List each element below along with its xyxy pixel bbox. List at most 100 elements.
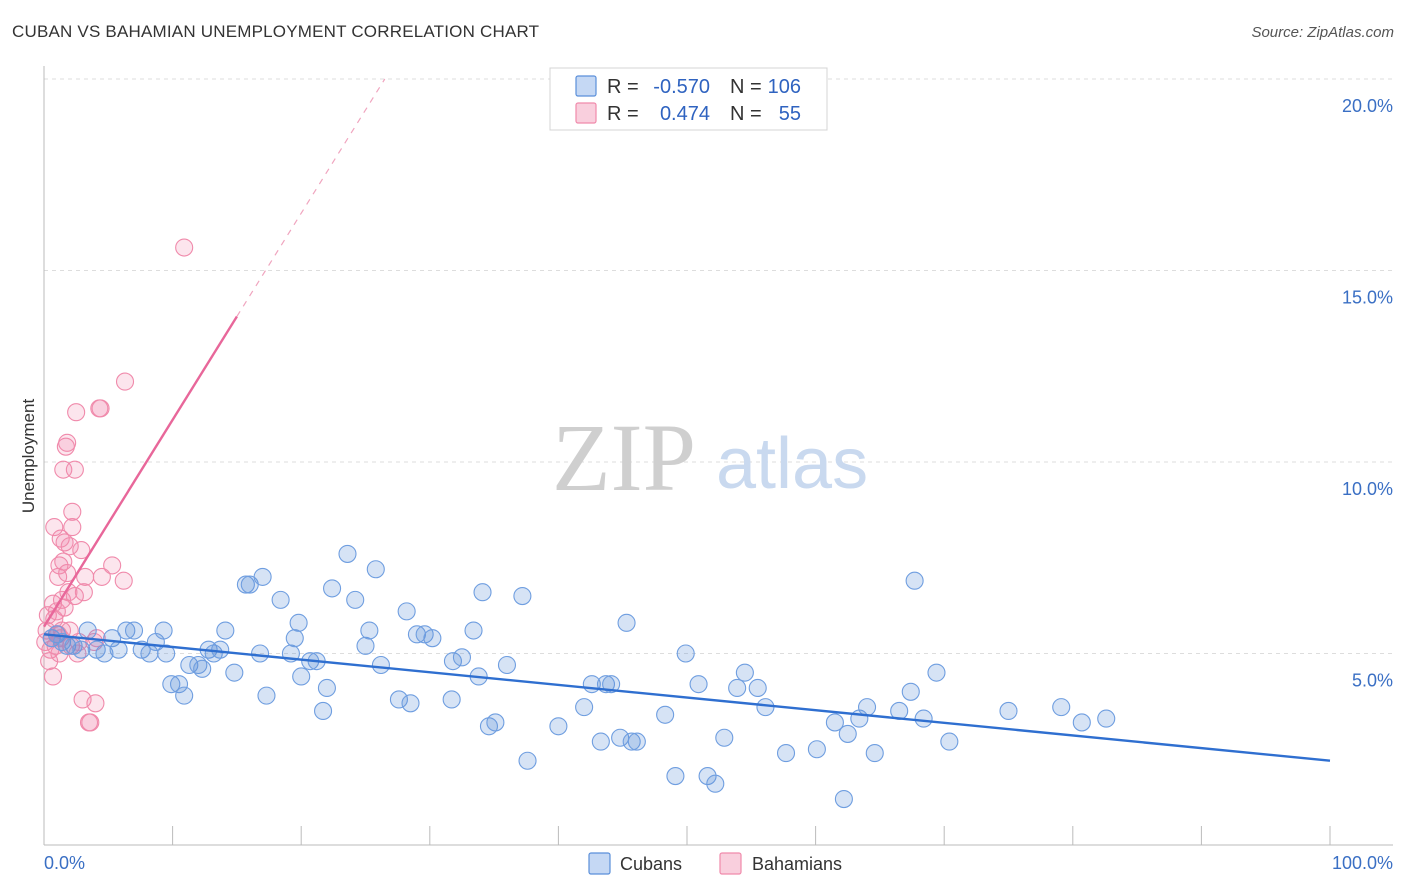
cubans-point <box>865 744 884 763</box>
legend-n-value-cubans: 106 <box>768 76 801 98</box>
bahamians-point <box>103 556 122 575</box>
bahamians-point <box>65 586 84 606</box>
y-tick-label: 15.0% <box>1342 288 1393 308</box>
y-tick-label: 10.0% <box>1342 479 1393 499</box>
cubans-point <box>575 698 594 717</box>
cubans-point <box>940 732 959 751</box>
cubans-point <box>397 602 416 621</box>
cubans-point <box>706 774 725 793</box>
chart-title: CUBAN VS BAHAMIAN UNEMPLOYMENT CORRELATI… <box>12 22 540 41</box>
bahamians-point <box>60 537 79 556</box>
bahamians-point <box>114 571 133 590</box>
axes <box>43 66 1393 846</box>
cubans-point <box>698 767 717 786</box>
legend-n-label-bahamians: N = <box>730 103 762 125</box>
cubans-point <box>1052 698 1071 717</box>
y-axis-title: Unemployment <box>19 399 38 514</box>
cubans-point <box>360 621 379 640</box>
cubans-point <box>285 629 304 648</box>
y-tick-label: 5.0% <box>1352 671 1393 691</box>
legend-r-value-bahamians: 0.474 <box>660 103 710 125</box>
cubans-point <box>154 621 173 640</box>
cubans-point <box>622 732 641 751</box>
bahamians-point <box>40 652 59 671</box>
cubans-point <box>346 590 365 609</box>
cubans-point <box>834 789 853 809</box>
legend-r-label-cubans: R = <box>607 76 639 98</box>
cubans-point <box>735 663 754 682</box>
cubans-point <box>756 698 775 717</box>
y-tick-label: 20.0% <box>1342 96 1393 116</box>
cubans-point <box>236 575 255 594</box>
watermark: ZIP atlas <box>552 404 868 511</box>
source-label: Source: ZipAtlas.com <box>1251 24 1394 41</box>
cubans-point <box>250 644 270 663</box>
cubans-point <box>211 640 230 659</box>
cubans-point <box>124 621 144 640</box>
legend-n-value-bahamians: 55 <box>779 103 801 125</box>
cubans-point <box>825 713 844 732</box>
cubans-point <box>366 560 385 579</box>
cubans-point <box>611 728 630 747</box>
bottom-legend-bahamians: Bahamians <box>752 854 842 874</box>
cubans-trend-line <box>43 633 1331 762</box>
bahamians-point <box>65 460 84 479</box>
cubans-point <box>162 675 181 694</box>
cubans-point <box>423 629 442 648</box>
cubans-point <box>323 579 342 598</box>
bottom-legend-swatch-bahamians <box>719 852 742 875</box>
cubans-point <box>314 701 333 721</box>
cubans-point <box>109 640 128 659</box>
cubans-point <box>807 740 826 759</box>
cubans-point <box>838 724 857 743</box>
cubans-point <box>676 644 695 663</box>
cubans-point <box>728 678 747 698</box>
cubans-point <box>389 690 408 709</box>
bahamians-point <box>91 399 110 418</box>
cubans-point <box>157 644 176 663</box>
cubans-point <box>117 621 136 640</box>
bahamians-point <box>175 238 194 257</box>
cubans-point <box>371 655 390 675</box>
cubans-point <box>486 713 505 732</box>
cubans-point <box>257 686 276 705</box>
bahamians-point <box>67 403 86 422</box>
cubans-point <box>513 586 532 606</box>
cubans-point <box>442 690 461 709</box>
x-tick-label-left: 0.0% <box>44 853 85 873</box>
legend-r-value-cubans: -0.570 <box>653 76 710 98</box>
cubans-point <box>715 728 734 747</box>
watermark-atlas: atlas <box>716 424 868 504</box>
y-tick-labels: 5.0% 10.0% 15.0% 20.0% <box>1342 96 1393 691</box>
cubans-point <box>549 717 568 736</box>
bottom-legend-cubans: Cubans <box>620 854 682 874</box>
bahamians-point <box>92 567 111 586</box>
bahamians-point <box>63 502 82 521</box>
cubans-point <box>857 698 877 717</box>
cubans-point <box>271 590 290 609</box>
cubans-point <box>473 583 492 602</box>
cubans-point <box>464 621 483 640</box>
cubans-point <box>497 655 517 675</box>
cubans-point <box>225 663 244 682</box>
legend-r-label-bahamians: R = <box>607 103 639 125</box>
cubans-point <box>617 613 636 632</box>
bahamians-point <box>58 433 77 452</box>
bahamians-point <box>45 518 64 537</box>
cubans-point <box>776 744 796 763</box>
legend: R = -0.570 N = 106 R = 0.474 N = 55 <box>549 67 828 131</box>
cubans-point <box>656 705 675 724</box>
cubans-point <box>292 667 311 686</box>
cubans-point <box>591 732 610 751</box>
legend-swatch-bahamians <box>575 102 597 124</box>
bahamians-trend-extension <box>236 78 386 317</box>
cubans-point <box>452 648 472 667</box>
cubans-point <box>999 701 1018 721</box>
cubans-point <box>901 682 920 701</box>
bahamians-point <box>86 694 105 713</box>
cubans-points <box>42 544 1116 809</box>
cubans-point <box>78 621 97 640</box>
cubans-point <box>914 709 933 728</box>
bottom-legend-swatch-cubans <box>588 852 611 875</box>
